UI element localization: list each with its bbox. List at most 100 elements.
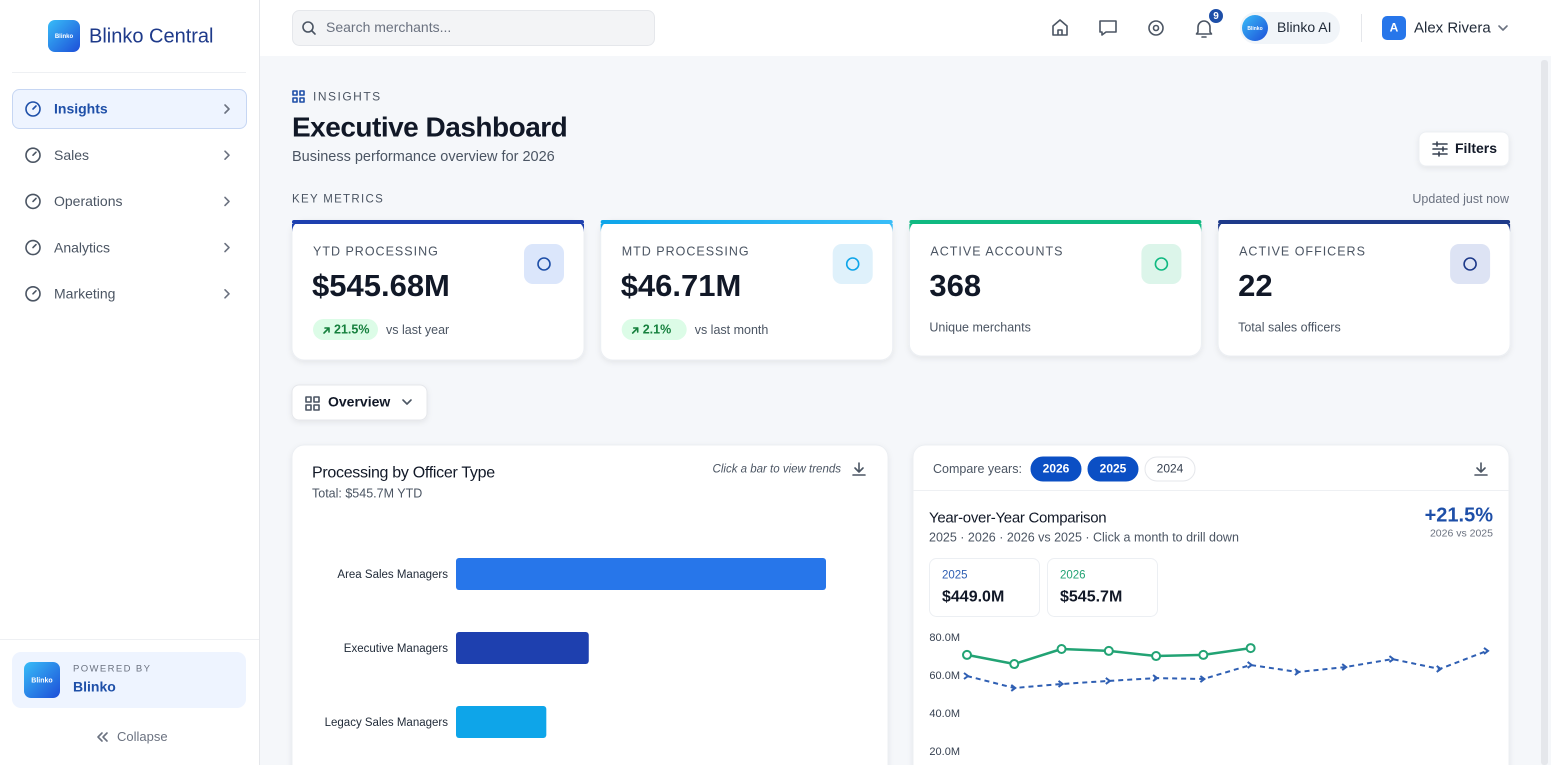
- view-select[interactable]: [291, 384, 428, 421]
- metric-icon: [537, 257, 551, 271]
- metric-icon: [1154, 257, 1169, 271]
- year-label: 2025: [1100, 462, 1127, 476]
- y-tick-label: 80.0M: [929, 632, 960, 644]
- chevron: [1498, 25, 1508, 31]
- view-icon: [305, 396, 320, 411]
- search-icon: [311, 30, 316, 35]
- point[interactable]: [1152, 674, 1159, 682]
- nav-item: Sales: [54, 147, 89, 163]
- filters-button[interactable]: [1418, 131, 1510, 167]
- metric-value: $46.71M: [621, 268, 742, 303]
- scrollbar: [1541, 60, 1548, 765]
- point[interactable]: [1245, 643, 1256, 654]
- bar[interactable]: [456, 632, 589, 664]
- summary-box: [1047, 558, 1158, 617]
- point[interactable]: [1436, 665, 1443, 673]
- section-label: KEY METRICS: [292, 194, 384, 206]
- metric-icon-box: [1141, 244, 1182, 284]
- line: [966, 649, 1488, 689]
- metric-icon: [1463, 257, 1477, 271]
- point[interactable]: [1010, 684, 1017, 692]
- change-icon: [323, 327, 330, 334]
- point[interactable]: [1009, 659, 1020, 670]
- bar[interactable]: [456, 706, 547, 738]
- point[interactable]: [1341, 663, 1348, 671]
- metric-note: Unique merchants: [929, 320, 1030, 334]
- chart-title: Processing by Officer Type: [312, 465, 495, 482]
- settings-icon: [1148, 20, 1164, 36]
- year-toggle[interactable]: [1087, 456, 1139, 482]
- download-icon: [1474, 462, 1488, 476]
- metric-note: vs last year: [386, 323, 449, 337]
- chevron: [224, 150, 230, 160]
- logo: [48, 20, 80, 52]
- nav-icon: [32, 151, 37, 156]
- y-tick-label: 60.0M: [929, 670, 960, 682]
- metric-label: ACTIVE ACCOUNTS: [930, 244, 1063, 258]
- chevron: [224, 289, 230, 299]
- chart-hint: Click a bar to view trends: [713, 464, 842, 476]
- view-label: Overview: [328, 394, 390, 410]
- bell-icon: [1195, 20, 1213, 38]
- point[interactable]: [1199, 675, 1207, 683]
- summary-box: [929, 558, 1040, 617]
- nav-icon: [25, 285, 41, 302]
- search-placeholder: Search merchants...: [326, 19, 451, 35]
- chevron: [224, 104, 230, 114]
- point[interactable]: [1057, 680, 1065, 688]
- metric-note: vs last month: [695, 323, 769, 337]
- nav-icon: [32, 105, 37, 110]
- search-box[interactable]: [292, 10, 655, 46]
- metric-label: MTD PROCESSING: [622, 244, 750, 258]
- bar-label: Legacy Sales Managers: [325, 717, 449, 729]
- year-toggle[interactable]: [1144, 456, 1196, 482]
- point[interactable]: [1056, 644, 1067, 655]
- bar[interactable]: [456, 558, 826, 590]
- change-pill: [621, 319, 687, 340]
- ai-logo-text: Blinko: [1247, 26, 1262, 32]
- metric-label: YTD PROCESSING: [313, 244, 439, 258]
- nav-icon: [25, 193, 41, 210]
- chart-card: [291, 444, 889, 765]
- point[interactable]: [1483, 647, 1490, 655]
- point[interactable]: [1388, 655, 1396, 663]
- updated: Updated just now: [1412, 192, 1510, 206]
- metric-accent: [1218, 220, 1511, 224]
- chevron: [224, 196, 230, 207]
- nav-icon: [25, 239, 41, 256]
- point[interactable]: [1105, 677, 1112, 685]
- chart-subtitle: Total: $545.7M YTD: [312, 486, 422, 500]
- summary-name: 2026: [1060, 570, 1086, 582]
- point[interactable]: [1198, 649, 1209, 660]
- y-tick-label: 20.0M: [929, 746, 960, 758]
- download-icon: [852, 462, 866, 476]
- chevron: [224, 242, 230, 253]
- page-subtitle: Business performance overview for 2026: [292, 149, 555, 165]
- bar-label: Executive Managers: [344, 643, 448, 655]
- ai-logo: [1242, 15, 1268, 41]
- metric-icon: [845, 257, 860, 271]
- collapse[interactable]: Collapse: [117, 729, 168, 744]
- powered-card: [12, 652, 246, 708]
- yoy-note: 2026 vs 2025: [1430, 527, 1493, 539]
- point[interactable]: [962, 649, 972, 660]
- metric-accent: [600, 220, 893, 224]
- change-value: 21.5%: [334, 322, 369, 336]
- metric-icon-box: [1450, 244, 1491, 284]
- nav-icon: [32, 243, 37, 249]
- metric-note: Total sales officers: [1238, 320, 1341, 334]
- year-toggle[interactable]: [1030, 456, 1082, 482]
- metric-accent: [292, 220, 584, 224]
- metric-value: 22: [1238, 268, 1272, 303]
- point[interactable]: [1103, 645, 1114, 656]
- nav-active[interactable]: [12, 89, 247, 129]
- nav-icon: [25, 101, 41, 117]
- point[interactable]: [963, 672, 970, 680]
- point[interactable]: [1151, 651, 1162, 662]
- bar-label: Area Sales Managers: [337, 569, 448, 581]
- metric-label: ACTIVE OFFICERS: [1239, 244, 1366, 258]
- avatar-letter: A: [1390, 21, 1399, 35]
- point[interactable]: [1247, 661, 1254, 669]
- search-icon: [302, 21, 314, 33]
- point[interactable]: [1294, 668, 1301, 676]
